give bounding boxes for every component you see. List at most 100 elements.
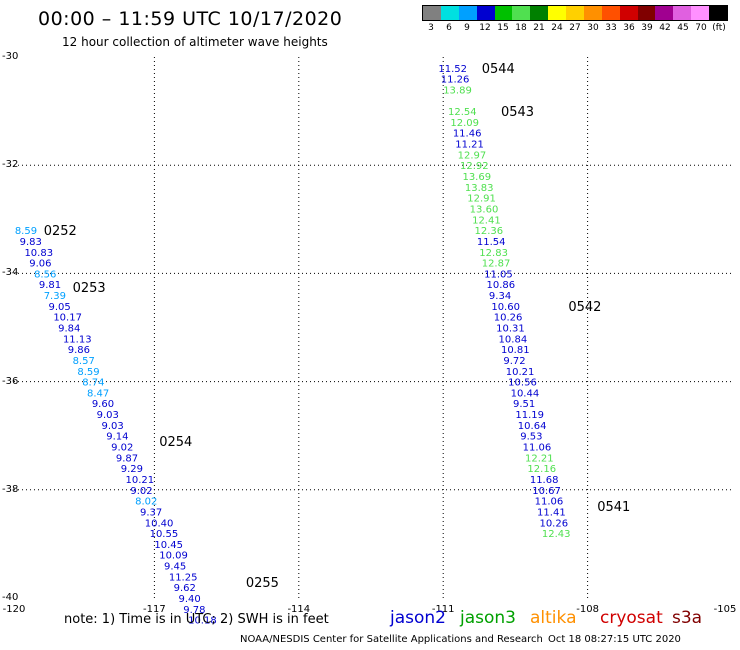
legend-label: 12 (479, 23, 491, 33)
wave-height-point: 12.41 (472, 215, 501, 226)
wave-height-point: 11.05 (484, 269, 513, 280)
legend-label: 24 (551, 23, 563, 33)
wave-height-point: 10.67 (532, 486, 561, 497)
legend-swatch (476, 6, 495, 20)
wave-height-point: 9.05 (49, 302, 71, 313)
y-tick-label: -40 (2, 592, 19, 603)
wave-height-point: 9.60 (92, 399, 114, 410)
legend-swatch (601, 6, 620, 20)
wave-height-point: 12.16 (527, 464, 556, 475)
x-tick-label: -114 (287, 604, 311, 615)
wave-height-point: 9.83 (20, 237, 42, 248)
footnote: note: 1) Time is in UTC; 2) SWH is in fe… (64, 612, 329, 627)
wave-height-point: 9.62 (174, 583, 196, 594)
wave-height-point: 12.36 (474, 226, 503, 237)
wave-height-point: 10.21 (126, 475, 155, 486)
wave-height-point: 10.26 (494, 313, 523, 324)
wave-height-point: 12.54 (448, 107, 477, 118)
wave-height-point: 11.06 (523, 443, 552, 454)
wave-height-point: 9.84 (58, 324, 80, 335)
wave-height-point: 9.86 (68, 345, 90, 356)
wave-height-point: 10.64 (518, 421, 547, 432)
satellite-label-s3a: s3a (672, 608, 703, 628)
pass-time-label: 0543 (501, 105, 534, 120)
wave-height-point: 11.21 (455, 140, 484, 151)
wave-height-point: 12.91 (467, 194, 496, 205)
wave-height-point: 10.09 (159, 551, 188, 562)
wave-height-point: 8.57 (73, 356, 95, 367)
wave-height-point: 9.14 (106, 432, 128, 443)
pass-time-label: 0254 (159, 435, 192, 450)
wave-height-point: 9.34 (489, 291, 511, 302)
wave-height-point: 9.72 (503, 356, 525, 367)
wave-height-point: 10.86 (487, 280, 516, 291)
legend-label: 30 (587, 23, 599, 33)
pass-time-label: 0544 (482, 62, 515, 77)
legend-label: 39 (641, 23, 653, 33)
legend-swatch (423, 6, 441, 20)
wave-height-point: 10.45 (154, 540, 183, 551)
wave-height-point: 10.31 (496, 324, 525, 335)
satellite-label-jason2: jason2 (390, 608, 446, 628)
pass-time-label: 0252 (44, 224, 77, 239)
pass-time-label: 0253 (73, 281, 106, 296)
satellite-label-jason3: jason3 (460, 608, 516, 628)
wave-height-point: 9.37 (140, 507, 162, 518)
wave-height-point: 10.84 (499, 334, 528, 345)
wave-height-point: 8.59 (15, 226, 37, 237)
wave-height-point: 9.81 (39, 280, 61, 291)
wave-height-point: 9.53 (520, 432, 542, 443)
legend-label: 27 (569, 23, 581, 33)
pass-time-label: 0541 (597, 500, 630, 515)
legend-swatch (566, 6, 584, 20)
wave-height-point: 13.89 (443, 85, 472, 96)
wave-height-point: 11.19 (515, 410, 544, 421)
wave-height-point: 11.68 (530, 475, 559, 486)
wave-height-point: 10.81 (501, 345, 530, 356)
wave-height-point: 9.06 (29, 259, 51, 270)
wave-height-point: 13.69 (462, 172, 491, 183)
legend-label: 45 (677, 23, 689, 33)
y-tick-label: -36 (2, 375, 19, 387)
legend-swatch (458, 6, 477, 20)
wave-height-point: 12.87 (482, 259, 511, 270)
legend-label: 21 (533, 23, 545, 33)
wave-height-point: 12.92 (460, 161, 489, 172)
chart-title: 00:00 – 11:59 UTC 10/17/2020 (38, 8, 343, 30)
wave-height-point: 11.54 (477, 237, 506, 248)
wave-height-point: 11.13 (63, 334, 92, 345)
y-tick-label: -34 (2, 267, 19, 279)
wave-height-point: 11.06 (535, 497, 564, 508)
legend-label: 9 (464, 23, 470, 33)
legend-label: 3 (428, 23, 434, 33)
wave-height-point: 12.09 (450, 118, 479, 129)
legend-label: 33 (605, 23, 617, 33)
wave-height-point: 10.44 (511, 388, 540, 399)
legend-label: 18 (515, 23, 527, 33)
wave-height-point: 10.55 (150, 529, 179, 540)
legend-swatch (655, 6, 674, 20)
legend-label: (ft) (712, 23, 726, 33)
legend-swatch (583, 6, 602, 20)
legend-swatch (673, 6, 692, 20)
y-tick-label: -38 (2, 483, 19, 495)
wave-height-point: 8.47 (87, 388, 109, 399)
wave-height-point: 10.83 (24, 248, 53, 259)
wave-height-point: 10.21 (506, 367, 535, 378)
x-tick-label: -111 (431, 604, 455, 615)
wave-height-point: 11.26 (441, 75, 470, 86)
legend-swatch (512, 6, 531, 20)
wave-height-point: 10.60 (491, 302, 520, 313)
wave-height-point: 8.74 (82, 378, 104, 389)
wave-height-point: 11.46 (453, 129, 482, 140)
satellite-label-altika: altika (530, 608, 577, 628)
chart-subtitle: 12 hour collection of altimeter wave hei… (62, 35, 328, 49)
wave-height-point: 10.26 (539, 518, 568, 529)
satellite-label-cryosat: cryosat (600, 608, 663, 628)
legend-swatch (440, 6, 459, 20)
wave-height-point: 12.83 (479, 248, 508, 259)
wave-height-point: 11.52 (438, 64, 467, 75)
y-tick-label: -30 (2, 51, 19, 62)
pass-time-label: 0255 (246, 576, 279, 591)
